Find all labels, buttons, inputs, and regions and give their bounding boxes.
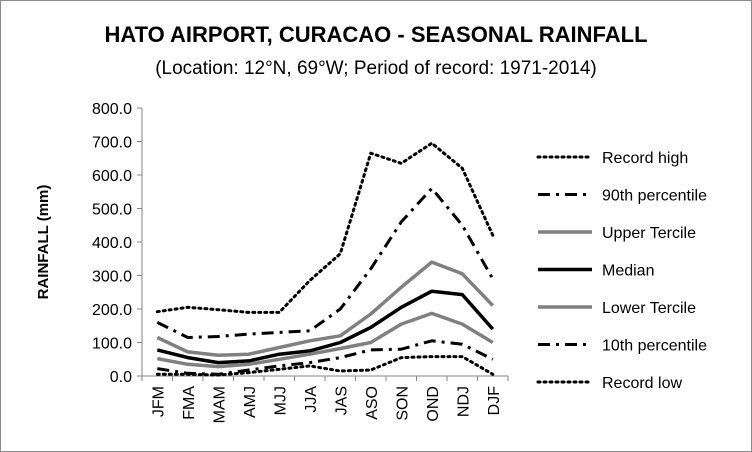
x-tick-label: DJF xyxy=(486,386,503,416)
x-tick-label: NDJ xyxy=(455,386,472,417)
y-tick-label: 300.0 xyxy=(92,269,132,286)
series-line-lower-tercile xyxy=(156,311,494,369)
x-tick-label: MAM xyxy=(211,386,228,423)
y-tick-label: 500.0 xyxy=(92,202,132,219)
legend-label: Record high xyxy=(602,150,688,167)
x-tick-label: OND xyxy=(425,386,442,422)
x-tick-label: MJJ xyxy=(272,386,289,415)
legend-label: Lower Tercile xyxy=(602,300,696,317)
y-tick-label: 400.0 xyxy=(92,235,132,252)
series-line-upper-tercile xyxy=(156,260,495,357)
chart-subtitle: (Location: 12°N, 69°W; Period of record:… xyxy=(155,58,597,79)
series-line-record-high xyxy=(155,141,495,314)
y-tick-label: 600.0 xyxy=(92,168,132,185)
y-axis-title: RAINFALL (mm) xyxy=(35,185,52,300)
y-tick-label: 700.0 xyxy=(92,135,132,152)
y-tick-label: 0.0 xyxy=(110,369,132,386)
x-tick-label: AMJ xyxy=(242,386,259,418)
x-tick-label: ASO xyxy=(364,386,381,420)
x-tick-label: FMA xyxy=(181,386,198,420)
legend-label: Record low xyxy=(602,375,682,392)
series-line-median xyxy=(156,289,495,365)
x-tick-label: JJA xyxy=(303,386,320,413)
y-tick-label: 800.0 xyxy=(92,101,132,118)
x-tick-label: JAS xyxy=(333,386,350,415)
series-line-90th-percentile xyxy=(156,186,495,339)
y-tick-label: 200.0 xyxy=(92,302,132,319)
chart-title: HATO AIRPORT, CURACAO - SEASONAL RAINFAL… xyxy=(104,22,648,47)
legend-label: 10th percentile xyxy=(602,338,707,355)
legend-label: Upper Tercile xyxy=(602,225,696,242)
x-tick-label: SON xyxy=(394,386,411,421)
y-tick-label: 100.0 xyxy=(92,336,132,353)
legend-label: Median xyxy=(602,263,654,280)
series-line-record-low xyxy=(155,355,495,377)
x-tick-label: JFM xyxy=(150,386,167,417)
legend-label: 90th percentile xyxy=(602,188,707,205)
